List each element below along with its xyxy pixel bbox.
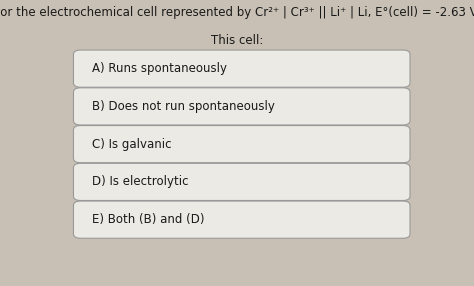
FancyBboxPatch shape (73, 163, 410, 200)
Text: E) Both (B) and (D): E) Both (B) and (D) (92, 213, 205, 226)
FancyBboxPatch shape (73, 88, 410, 125)
FancyBboxPatch shape (73, 50, 410, 87)
FancyBboxPatch shape (73, 201, 410, 238)
Text: D) Is electrolytic: D) Is electrolytic (92, 175, 189, 188)
Text: B) Does not run spontaneously: B) Does not run spontaneously (92, 100, 275, 113)
Text: C) Is galvanic: C) Is galvanic (92, 138, 172, 151)
Text: For the electrochemical cell represented by Cr²⁺ | Cr³⁺ || Li⁺ | Li, E°(cell) = : For the electrochemical cell represented… (0, 6, 474, 19)
Text: This cell:: This cell: (211, 34, 263, 47)
Text: A) Runs spontaneously: A) Runs spontaneously (92, 62, 228, 75)
FancyBboxPatch shape (73, 126, 410, 163)
